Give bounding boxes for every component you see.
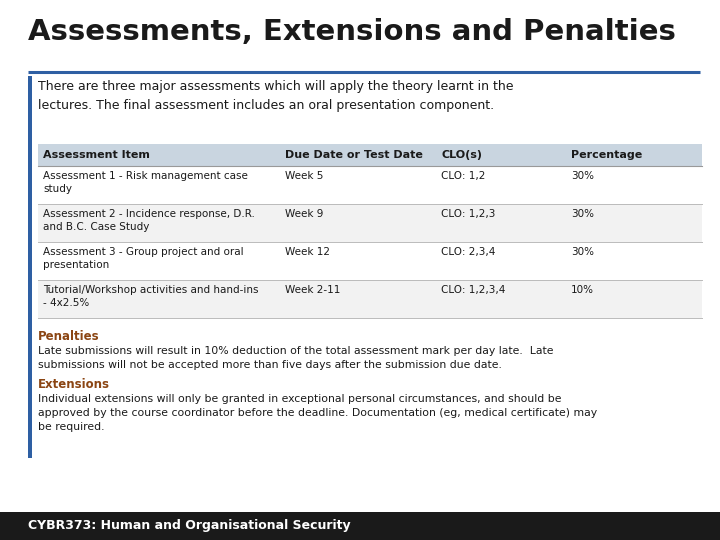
Text: Penalties: Penalties — [38, 330, 99, 343]
Text: Individual extensions will only be granted in exceptional personal circumstances: Individual extensions will only be grant… — [38, 394, 597, 432]
Text: 10%: 10% — [571, 285, 594, 295]
Text: Assessment 2 - Incidence response, D.R.
and B.C. Case Study: Assessment 2 - Incidence response, D.R. … — [43, 209, 255, 232]
Text: There are three major assessments which will apply the theory learnt in the
lect: There are three major assessments which … — [38, 80, 513, 111]
FancyBboxPatch shape — [38, 204, 702, 242]
Text: CLO: 1,2,3: CLO: 1,2,3 — [441, 209, 496, 219]
FancyBboxPatch shape — [38, 280, 702, 318]
FancyBboxPatch shape — [38, 166, 702, 204]
Text: Week 12: Week 12 — [285, 247, 330, 257]
FancyBboxPatch shape — [0, 512, 720, 540]
FancyBboxPatch shape — [38, 242, 702, 280]
Text: CLO(s): CLO(s) — [441, 150, 482, 160]
Text: 30%: 30% — [571, 247, 594, 257]
Text: CLO: 2,3,4: CLO: 2,3,4 — [441, 247, 496, 257]
Text: CYBR373: Human and Organisational Security: CYBR373: Human and Organisational Securi… — [28, 519, 351, 532]
Text: Assessment 3 - Group project and oral
presentation: Assessment 3 - Group project and oral pr… — [43, 247, 243, 270]
Text: 30%: 30% — [571, 171, 594, 181]
Text: CLO: 1,2,3,4: CLO: 1,2,3,4 — [441, 285, 505, 295]
Text: Week 9: Week 9 — [285, 209, 324, 219]
Text: CLO: 1,2: CLO: 1,2 — [441, 171, 486, 181]
Text: Assessments, Extensions and Penalties: Assessments, Extensions and Penalties — [28, 18, 676, 46]
Text: Week 2-11: Week 2-11 — [285, 285, 341, 295]
FancyBboxPatch shape — [28, 76, 32, 458]
Text: Late submissions will result in 10% deduction of the total assessment mark per d: Late submissions will result in 10% dedu… — [38, 346, 554, 370]
Text: Due Date or Test Date: Due Date or Test Date — [285, 150, 423, 160]
Text: Tutorial/Workshop activities and hand-ins
- 4x2.5%: Tutorial/Workshop activities and hand-in… — [43, 285, 258, 308]
Text: Percentage: Percentage — [571, 150, 642, 160]
Text: Extensions: Extensions — [38, 378, 110, 391]
Text: Assessment Item: Assessment Item — [43, 150, 150, 160]
FancyBboxPatch shape — [38, 144, 702, 166]
Text: 30%: 30% — [571, 209, 594, 219]
Text: Week 5: Week 5 — [285, 171, 324, 181]
Text: Assessment 1 - Risk management case
study: Assessment 1 - Risk management case stud… — [43, 171, 248, 194]
